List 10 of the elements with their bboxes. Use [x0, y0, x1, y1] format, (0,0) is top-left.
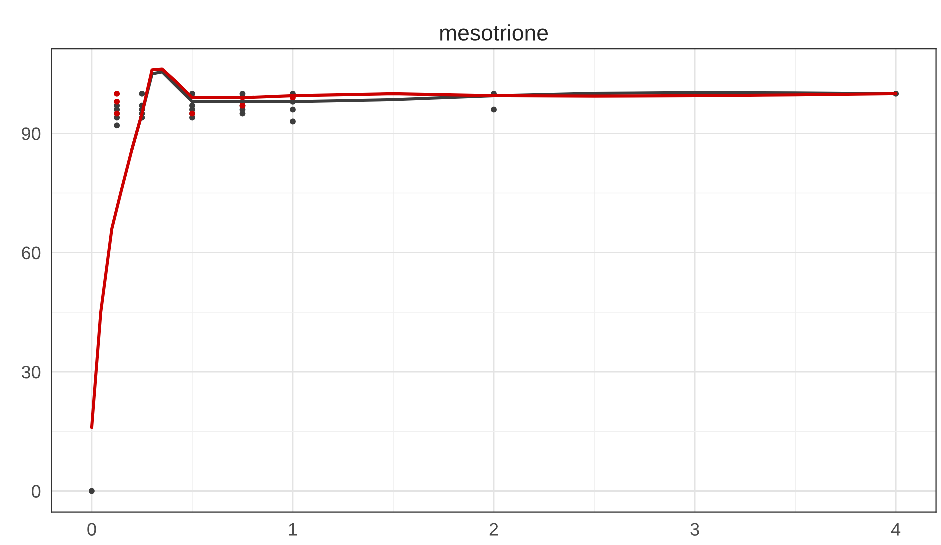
x-tick-label: 3 — [690, 523, 700, 536]
y-tick-label: 0 — [32, 485, 41, 498]
y-tick-label: 30 — [22, 366, 41, 379]
x-tick-label: 1 — [289, 523, 298, 536]
y-tick-label: 60 — [22, 246, 41, 260]
y-tick-label: 90 — [22, 128, 41, 140]
x-tick-label: 0 — [88, 523, 96, 536]
x-tick-label: 2 — [490, 523, 498, 536]
chart-title: mesotrione — [440, 24, 548, 41]
x-tick-label: 4 — [891, 523, 901, 536]
